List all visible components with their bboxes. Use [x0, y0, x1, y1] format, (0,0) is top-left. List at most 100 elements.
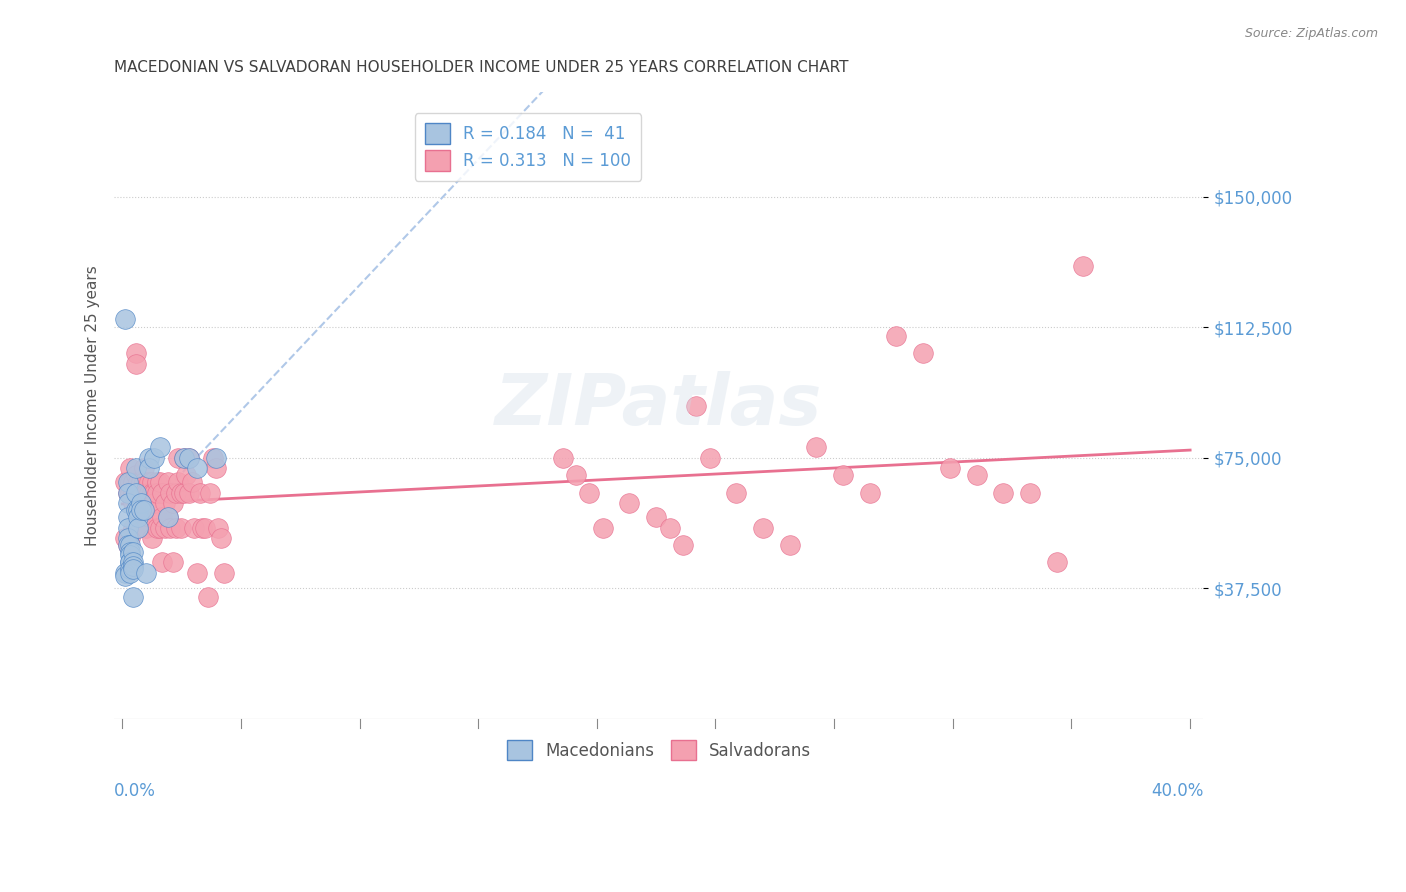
Point — [127, 510, 149, 524]
Point — [592, 520, 614, 534]
Point — [699, 450, 721, 465]
Point — [177, 485, 200, 500]
Point — [132, 503, 155, 517]
Point — [122, 520, 145, 534]
Point — [114, 569, 136, 583]
Point — [725, 485, 748, 500]
Point — [117, 538, 139, 552]
Point — [183, 520, 205, 534]
Point — [135, 496, 157, 510]
Point — [153, 520, 176, 534]
Point — [122, 475, 145, 490]
Point — [201, 450, 224, 465]
Point — [120, 555, 142, 569]
Point — [127, 475, 149, 490]
Point — [117, 475, 139, 490]
Point — [122, 590, 145, 604]
Point — [209, 531, 232, 545]
Point — [912, 346, 935, 360]
Point — [859, 485, 882, 500]
Text: MACEDONIAN VS SALVADORAN HOUSEHOLDER INCOME UNDER 25 YEARS CORRELATION CHART: MACEDONIAN VS SALVADORAN HOUSEHOLDER INC… — [114, 60, 849, 75]
Point — [658, 520, 681, 534]
Point — [204, 461, 226, 475]
Point — [186, 566, 208, 580]
Point — [174, 468, 197, 483]
Point — [129, 485, 152, 500]
Point — [120, 555, 142, 569]
Point — [212, 566, 235, 580]
Point — [180, 475, 202, 490]
Point — [122, 496, 145, 510]
Point — [156, 475, 179, 490]
Point — [117, 538, 139, 552]
Point — [153, 496, 176, 510]
Point — [194, 520, 217, 534]
Point — [120, 545, 142, 559]
Point — [156, 510, 179, 524]
Point — [200, 485, 222, 500]
Point — [186, 461, 208, 475]
Point — [832, 468, 855, 483]
Point — [120, 475, 142, 490]
Point — [132, 475, 155, 490]
Point — [129, 503, 152, 517]
Point — [117, 531, 139, 545]
Point — [117, 485, 139, 500]
Point — [143, 496, 166, 510]
Point — [146, 520, 169, 534]
Point — [124, 357, 146, 371]
Point — [146, 475, 169, 490]
Point — [138, 475, 160, 490]
Point — [150, 510, 173, 524]
Point — [122, 558, 145, 573]
Point — [165, 520, 187, 534]
Point — [779, 538, 801, 552]
Text: 0.0%: 0.0% — [114, 781, 156, 799]
Point — [1019, 485, 1042, 500]
Point — [159, 485, 181, 500]
Point — [114, 311, 136, 326]
Point — [156, 510, 179, 524]
Point — [148, 520, 170, 534]
Point — [124, 503, 146, 517]
Point — [966, 468, 988, 483]
Point — [177, 450, 200, 465]
Point — [619, 496, 641, 510]
Point — [127, 520, 149, 534]
Point — [1046, 555, 1069, 569]
Point — [138, 485, 160, 500]
Point — [127, 520, 149, 534]
Text: 40.0%: 40.0% — [1152, 781, 1204, 799]
Point — [124, 485, 146, 500]
Point — [177, 450, 200, 465]
Point — [127, 485, 149, 500]
Point — [578, 485, 600, 500]
Point — [122, 562, 145, 576]
Point — [148, 441, 170, 455]
Point — [120, 566, 142, 580]
Text: Source: ZipAtlas.com: Source: ZipAtlas.com — [1244, 27, 1378, 40]
Point — [150, 555, 173, 569]
Point — [165, 485, 187, 500]
Point — [129, 475, 152, 490]
Point — [127, 503, 149, 517]
Point — [120, 485, 142, 500]
Point — [1073, 260, 1095, 274]
Point — [129, 496, 152, 510]
Point — [162, 496, 184, 510]
Legend: Macedonians, Salvadorans: Macedonians, Salvadorans — [501, 733, 818, 767]
Point — [806, 441, 828, 455]
Point — [204, 450, 226, 465]
Point — [167, 475, 190, 490]
Point — [132, 503, 155, 517]
Point — [120, 549, 142, 563]
Point — [129, 510, 152, 524]
Point — [173, 485, 195, 500]
Point — [167, 450, 190, 465]
Point — [143, 450, 166, 465]
Point — [120, 531, 142, 545]
Point — [170, 485, 193, 500]
Point — [148, 475, 170, 490]
Point — [135, 485, 157, 500]
Point — [114, 531, 136, 545]
